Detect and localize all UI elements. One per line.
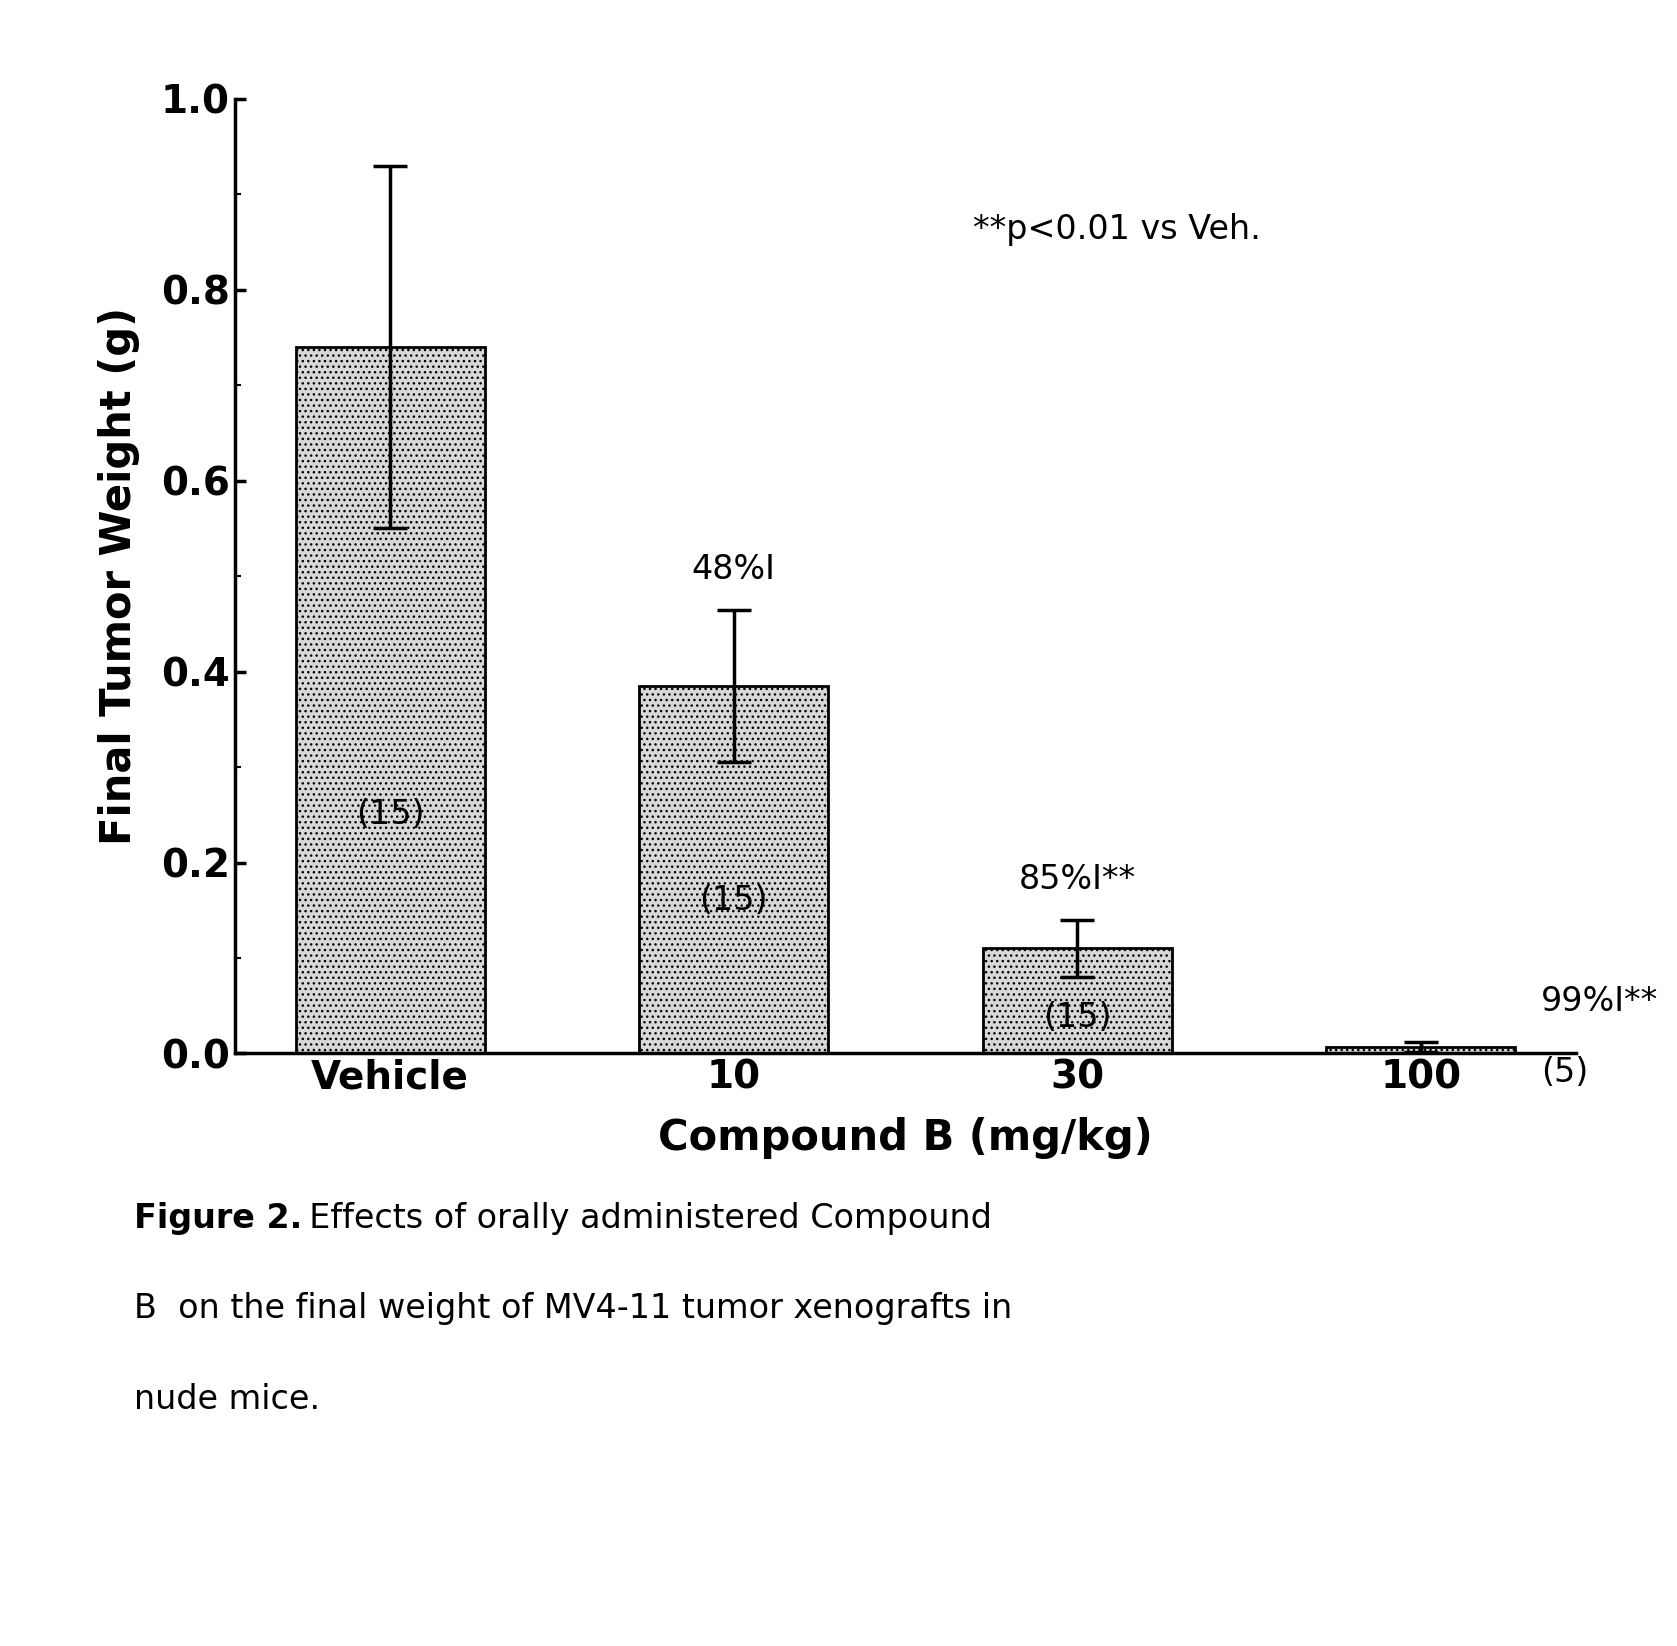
- Text: B  on the final weight of MV4-11 tumor xenografts in: B on the final weight of MV4-11 tumor xe…: [134, 1292, 1013, 1325]
- Text: (15): (15): [356, 798, 424, 831]
- Bar: [639, 686, 828, 1053]
- Text: 85%I**: 85%I**: [1020, 863, 1135, 895]
- Text: (15): (15): [699, 884, 768, 917]
- Text: 48%I: 48%I: [693, 553, 776, 586]
- X-axis label: Compound B (mg/kg): Compound B (mg/kg): [657, 1118, 1154, 1159]
- Text: (15): (15): [1043, 1001, 1112, 1034]
- Text: nude mice.: nude mice.: [134, 1383, 320, 1416]
- Bar: [295, 347, 485, 1053]
- Bar: [983, 948, 1172, 1053]
- Text: Effects of orally administered Compound: Effects of orally administered Compound: [288, 1202, 993, 1234]
- Text: Figure 2.: Figure 2.: [134, 1202, 302, 1234]
- Bar: [1327, 1047, 1516, 1053]
- Text: **p<0.01 vs Veh.: **p<0.01 vs Veh.: [973, 214, 1261, 247]
- Text: (5): (5): [1541, 1057, 1588, 1090]
- Y-axis label: Final Tumor Weight (g): Final Tumor Weight (g): [97, 308, 141, 844]
- Text: 99%I**: 99%I**: [1541, 984, 1659, 1019]
